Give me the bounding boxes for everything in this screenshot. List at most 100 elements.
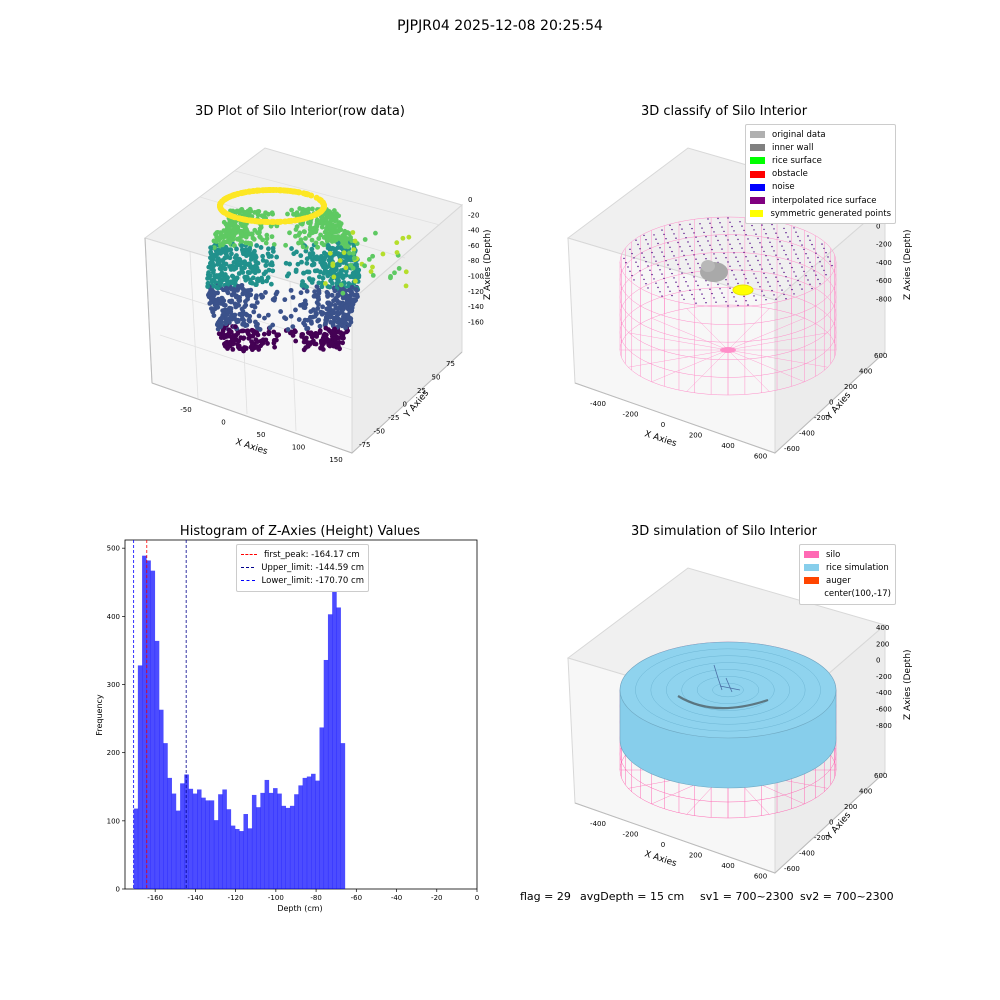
surface-point [811, 243, 813, 246]
surface-point [753, 251, 755, 253]
surface-point [773, 250, 775, 252]
x-tick-label: -120 [228, 894, 244, 902]
x-tick-label: -200 [623, 831, 639, 839]
histogram-bar [142, 555, 147, 889]
raw-point [269, 262, 275, 268]
surface-point [827, 256, 829, 258]
raw-point [242, 265, 247, 271]
raw-point [312, 313, 318, 319]
raw-point [266, 267, 272, 273]
raw-point [233, 294, 239, 300]
raw-outlier-point [370, 273, 376, 278]
raw-point [271, 338, 277, 343]
raw-point [230, 274, 236, 280]
raw-point [224, 341, 229, 347]
raw-point [316, 236, 322, 241]
surface-point [713, 253, 715, 255]
raw-point [249, 280, 255, 286]
rice-contour [635, 648, 821, 732]
surface-point [731, 269, 733, 272]
histogram-bar [184, 774, 189, 889]
raw-outlier-point [322, 281, 328, 286]
raw-point [223, 261, 229, 267]
surface-point [667, 242, 669, 244]
raw-point [256, 209, 261, 215]
raw-point [296, 240, 301, 246]
surface-point [679, 268, 681, 270]
raw-point [311, 293, 317, 299]
rice-top [619, 641, 837, 739]
raw-point [270, 268, 276, 274]
raw-point [301, 270, 306, 276]
surface-point [775, 254, 777, 256]
x-tick-label: 200 [689, 852, 702, 860]
legend-item: interpolated rice surface [750, 194, 891, 207]
raw-point [299, 302, 305, 308]
surface-point [701, 293, 703, 295]
surface-point [655, 282, 657, 284]
raw-point [236, 256, 242, 262]
legend-item: silo [804, 548, 891, 561]
raw-point [216, 331, 222, 337]
rice-contour [696, 676, 760, 704]
legend-label: obstacle [772, 169, 808, 180]
surface-point [741, 269, 743, 271]
x-tick-label: 0 [221, 419, 225, 427]
surface-point [695, 280, 697, 282]
simulation-xlabel: X Axies [643, 849, 678, 869]
raw-point [218, 242, 223, 248]
surface-point [627, 266, 629, 268]
raw-point [346, 322, 352, 328]
raw-point [348, 274, 353, 280]
raw-point [215, 326, 221, 332]
raw-point [228, 315, 233, 320]
surface-point [677, 241, 679, 244]
surface-point [643, 234, 645, 237]
surface-point [811, 265, 813, 268]
legend-line-swatch [241, 554, 257, 556]
silo-floor-spoke [727, 317, 805, 351]
raw-point [227, 264, 232, 269]
surface-point [765, 255, 767, 257]
surface-point [743, 295, 745, 298]
surface-point [759, 264, 761, 266]
y-tick-label: -600 [784, 865, 800, 873]
surface-point [661, 273, 663, 275]
raw-point [222, 255, 228, 261]
legend-line-swatch [241, 567, 255, 569]
surface-point [691, 271, 693, 274]
raw-point [224, 281, 230, 287]
surface-point [715, 257, 717, 259]
surface-point [669, 268, 671, 270]
surface-point [793, 293, 795, 295]
histogram-legend-item: Lower_limit: -170.70 cm [241, 574, 364, 587]
raw-outlier-point [394, 240, 400, 246]
raw-point [251, 309, 257, 315]
z-tick-label: -400 [876, 689, 892, 697]
surface-point [763, 250, 765, 253]
surface-point [797, 279, 799, 282]
legend-item: rice simulation [804, 561, 891, 574]
raw-point [205, 276, 210, 281]
raw-point [317, 328, 323, 334]
surface-point [803, 248, 805, 251]
histogram-bar [201, 797, 206, 889]
raw-point [208, 306, 214, 311]
raw-point [263, 290, 268, 295]
raw-point [257, 327, 263, 332]
histogram-bar [260, 792, 265, 889]
raw-rim-point [304, 214, 311, 221]
raw-point [293, 307, 298, 313]
raw-point [221, 265, 227, 271]
surface-point [817, 256, 819, 259]
surface-point [767, 259, 769, 261]
raw-point [229, 292, 235, 298]
raw-rim-point [221, 209, 228, 216]
z-tick-label: -120 [468, 288, 484, 296]
raw-point [320, 304, 326, 310]
surface-point [747, 282, 749, 284]
surface-point [737, 238, 739, 241]
raw-point [232, 219, 238, 225]
surface-point [699, 223, 701, 225]
surface-point [625, 262, 627, 264]
